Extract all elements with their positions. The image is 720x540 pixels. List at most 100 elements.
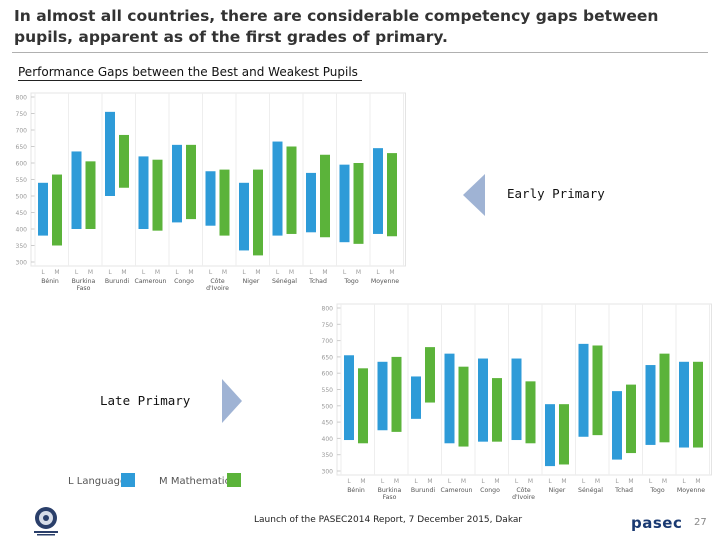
series-letter: M <box>389 269 394 276</box>
series-letter: M <box>427 478 432 485</box>
category-label: Congo <box>174 278 194 285</box>
series-letter: M <box>289 269 294 276</box>
bar-m-0 <box>52 174 62 246</box>
bar-m-7 <box>286 146 297 234</box>
series-letter: L <box>309 269 313 276</box>
legend-mathematics-label: Mathematics <box>170 476 236 487</box>
category-label: Côte d'Ivoire <box>512 486 535 501</box>
category-label: Sénégal <box>272 277 297 285</box>
series-letter: L <box>242 269 246 276</box>
series-letter: L <box>347 478 351 485</box>
y-tick-label: 700 <box>322 338 334 345</box>
y-tick-label: 400 <box>16 227 28 234</box>
early-primary-arrow-icon <box>463 174 485 216</box>
series-letter: M <box>121 269 126 276</box>
series-letter: M <box>494 478 499 485</box>
y-tick-label: 300 <box>16 260 28 267</box>
legend-mathematics-letter: M <box>159 476 168 487</box>
series-letter: M <box>662 478 667 485</box>
bar-m-4 <box>186 144 196 220</box>
series-letter: L <box>381 478 385 485</box>
title-divider <box>12 52 708 53</box>
legend-mathematics: M Mathematics <box>159 476 235 487</box>
legend-language-label: Language <box>76 476 127 487</box>
series-letter: L <box>343 269 347 276</box>
bar-l-10 <box>373 148 383 234</box>
series-letter: L <box>615 478 619 485</box>
bar-m-10 <box>693 361 703 448</box>
y-tick-label: 600 <box>16 161 28 168</box>
y-tick-label: 500 <box>322 403 334 410</box>
bar-l-9 <box>339 164 350 243</box>
bar-m-7 <box>592 345 603 436</box>
series-letter: M <box>561 478 566 485</box>
y-tick-label: 350 <box>16 243 28 250</box>
category-label: Burundi <box>105 278 129 285</box>
bar-m-4 <box>492 378 502 442</box>
y-tick-label: 550 <box>322 387 334 394</box>
category-label: Tchad <box>614 487 633 494</box>
bar-m-3 <box>458 366 469 447</box>
y-tick-label: 650 <box>16 144 28 151</box>
bar-l-1 <box>377 361 388 431</box>
bar-m-1 <box>391 356 402 432</box>
bar-m-8 <box>626 384 636 454</box>
chart-subtitle: Performance Gaps between the Best and We… <box>18 64 362 81</box>
legend-mathematics-swatch <box>227 473 241 487</box>
category-label: Bénin <box>41 277 59 285</box>
series-letter: L <box>276 269 280 276</box>
y-tick-label: 400 <box>322 436 334 443</box>
series-letter: L <box>175 269 179 276</box>
bar-m-1 <box>85 161 96 229</box>
late-primary-arrow-icon <box>222 379 242 423</box>
bar-l-6 <box>545 404 555 467</box>
category-label: Cameroun <box>135 278 167 285</box>
legend-language-swatch <box>121 473 135 487</box>
bar-m-3 <box>152 159 163 231</box>
series-letter: M <box>255 269 260 276</box>
y-tick-label: 800 <box>16 95 28 102</box>
series-letter: L <box>649 478 653 485</box>
bar-m-9 <box>353 163 364 244</box>
bar-m-8 <box>320 154 330 238</box>
series-letter: M <box>695 478 700 485</box>
series-letter: M <box>394 478 399 485</box>
bar-l-3 <box>444 353 455 444</box>
series-letter: M <box>222 269 227 276</box>
category-label: Cameroun <box>441 487 473 494</box>
bar-l-4 <box>478 358 488 442</box>
bar-l-1 <box>71 151 82 229</box>
category-label: Côte d'Ivoire <box>206 277 229 292</box>
series-letter: M <box>155 269 160 276</box>
series-letter: M <box>322 269 327 276</box>
bar-l-2 <box>105 111 115 196</box>
series-letter: M <box>356 269 361 276</box>
bar-m-9 <box>659 353 670 443</box>
bar-l-3 <box>138 156 149 229</box>
series-letter: L <box>108 269 112 276</box>
y-tick-label: 350 <box>322 452 334 459</box>
series-letter: M <box>360 478 365 485</box>
series-letter: M <box>595 478 600 485</box>
bar-l-10 <box>679 361 689 448</box>
bar-l-5 <box>511 358 522 441</box>
y-tick-label: 450 <box>322 420 334 427</box>
bar-l-8 <box>612 391 622 460</box>
legend-language-letter: L <box>68 476 74 487</box>
category-label: Togo <box>343 278 358 285</box>
bar-m-5 <box>219 169 230 236</box>
series-letter: L <box>682 478 686 485</box>
category-label: Sénégal <box>578 486 603 494</box>
category-label: Niger <box>243 278 260 285</box>
bar-l-0 <box>38 182 48 236</box>
bar-m-6 <box>253 169 263 256</box>
category-label: Burkina Faso <box>378 487 402 501</box>
y-tick-label: 550 <box>16 177 28 184</box>
bar-l-2 <box>411 376 421 419</box>
category-label: Togo <box>649 487 664 494</box>
y-tick-label: 300 <box>322 469 334 476</box>
slide-title: In almost all countries, there are consi… <box>14 7 659 46</box>
early-primary-label: Early Primary <box>507 186 605 201</box>
late-primary-label: Late Primary <box>100 393 191 408</box>
bar-l-7 <box>578 343 589 437</box>
